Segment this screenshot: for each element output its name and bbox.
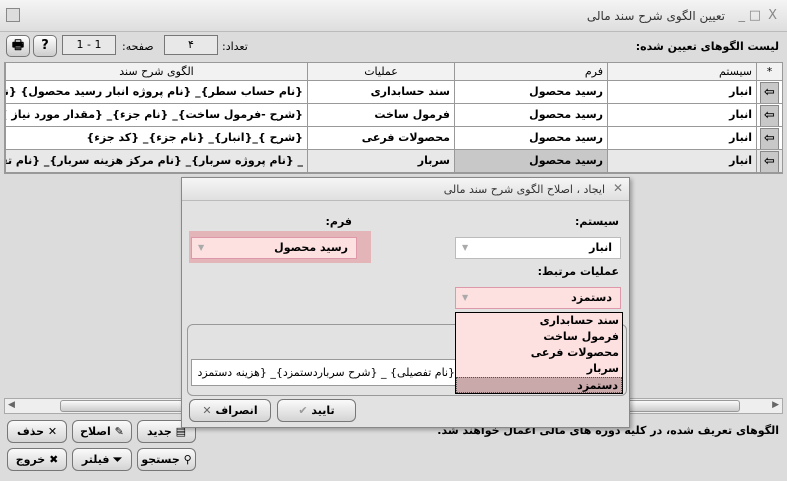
- filter-icon: ⏷: [109, 453, 123, 466]
- count-value: ۴: [164, 35, 218, 55]
- header-marker: *: [756, 63, 782, 80]
- chevron-down-icon: ▼: [198, 243, 205, 252]
- table-row[interactable]: ⇦ انبار رسید محصول سربار _ {نام پروژه سر…: [5, 150, 782, 173]
- header-pattern[interactable]: الگوی شرح سند: [5, 63, 307, 80]
- dropdown-option[interactable]: محصولات فرعی: [530, 346, 619, 359]
- table-row[interactable]: ⇦ انبار رسید محصول فرمول ساخت {شرح -فرمو…: [5, 104, 782, 127]
- window-title: تعیین الگوی شرح سند مالی: [586, 9, 725, 23]
- row-marker[interactable]: ⇦: [756, 150, 782, 172]
- cell-form: رسید محصول: [454, 150, 607, 172]
- close-button[interactable]: X: [768, 8, 777, 23]
- table-row[interactable]: ⇦ انبار رسید محصول سند حسابداری {نام حسا…: [5, 81, 782, 104]
- pattern-group: [187, 324, 627, 396]
- operation-combo[interactable]: دستمزد ▼: [455, 287, 621, 309]
- pattern-input[interactable]: {نام تفصیلی} _ {شرح سرباردستمزد}_ {هزینه…: [191, 359, 459, 386]
- cell-form: رسید محصول: [454, 127, 607, 149]
- cell-pattern: {شرح }_{انبار}_ {نام جزء}_ {کد جزء}: [5, 127, 307, 149]
- form-combo[interactable]: رسید محصول ▼: [191, 237, 357, 259]
- cell-form: رسید محصول: [454, 81, 607, 103]
- operation-label: عملیات مرتبط:: [537, 265, 619, 278]
- cancel-x-icon: ✕: [202, 404, 216, 417]
- search-button[interactable]: ⚲ جستجو: [137, 448, 196, 471]
- exit-icon: ✖: [45, 453, 59, 466]
- binoculars-icon: ⚲: [179, 453, 192, 466]
- cell-operation: فرمول ساخت: [307, 104, 454, 126]
- arrow-left-icon: ⇦: [760, 128, 779, 149]
- ok-button[interactable]: تایید ✔: [277, 399, 356, 422]
- dialog-close-icon[interactable]: ✕: [612, 181, 623, 195]
- chevron-down-icon: ▼: [462, 293, 469, 302]
- new-icon: ▤: [171, 425, 186, 438]
- edit-button[interactable]: ✎ اصلاح: [72, 420, 132, 443]
- list-label: لیست الگوهای تعیین شده:: [635, 40, 779, 53]
- title-bar: تعیین الگوی شرح سند مالی _ □ X: [0, 0, 787, 32]
- form-label: فرم:: [325, 215, 352, 228]
- cell-operation: سربار: [307, 150, 454, 172]
- page-label: صفحه:: [122, 40, 154, 53]
- row-marker[interactable]: ⇦: [756, 81, 782, 103]
- operation-dropdown-list: سند حسابداری فرمول ساخت محصولات فرعی سرب…: [455, 312, 623, 394]
- patterns-table: * سیستم فرم عملیات الگوی شرح سند ⇦ انبار…: [4, 62, 783, 174]
- arrow-left-icon: ⇦: [760, 82, 779, 103]
- cell-operation: محصولات فرعی: [307, 127, 454, 149]
- dialog-title-bar: ایجاد ، اصلاح الگوی شرح سند مالی ✕: [182, 178, 629, 201]
- cell-pattern: {شرح -فرمول ساخت}_ {نام جزء}_ {مقدار مور…: [5, 104, 307, 126]
- count-label: تعداد:: [222, 40, 248, 53]
- filter-button[interactable]: ⏷ فیلتر: [72, 448, 132, 471]
- delete-button[interactable]: ✕ حذف: [7, 420, 67, 443]
- minimize-button[interactable]: _: [738, 8, 746, 23]
- chevron-down-icon: ▼: [462, 243, 469, 252]
- page-value: 1 - 1: [62, 35, 116, 55]
- cell-system: انبار: [607, 81, 756, 103]
- edit-pattern-dialog: ایجاد ، اصلاح الگوی شرح سند مالی ✕ سیستم…: [181, 177, 630, 428]
- cell-system: انبار: [607, 150, 756, 172]
- print-button[interactable]: 🖶: [6, 35, 30, 57]
- system-label: سیستم:: [574, 215, 619, 228]
- maximize-button[interactable]: □: [748, 8, 761, 23]
- dialog-title: ایجاد ، اصلاح الگوی شرح سند مالی: [443, 183, 605, 196]
- cancel-button[interactable]: انصراف ✕: [189, 399, 271, 422]
- delete-icon: ✕: [44, 425, 58, 438]
- cell-form: رسید محصول: [454, 104, 607, 126]
- system-combo[interactable]: انبار ▼: [455, 237, 621, 259]
- arrow-left-icon: ⇦: [760, 151, 779, 172]
- dropdown-option[interactable]: فرمول ساخت: [543, 330, 619, 343]
- edit-icon: ✎: [110, 425, 124, 438]
- scroll-right-icon[interactable]: ▶: [772, 400, 779, 410]
- dropdown-option-selected[interactable]: دستمزد: [456, 377, 622, 393]
- exit-button[interactable]: ✖ خروج: [7, 448, 67, 471]
- cell-operation: سند حسابداری: [307, 81, 454, 103]
- check-icon: ✔: [298, 404, 312, 417]
- cell-system: انبار: [607, 104, 756, 126]
- header-system[interactable]: سیستم: [607, 63, 756, 80]
- cell-pattern: _ {نام پروژه سربار}_ {نام مرکز هزینه سرب…: [5, 150, 307, 172]
- row-marker[interactable]: ⇦: [756, 127, 782, 149]
- cell-system: انبار: [607, 127, 756, 149]
- arrow-left-icon: ⇦: [760, 105, 779, 126]
- scroll-left-icon[interactable]: ◀: [8, 400, 15, 410]
- header-form[interactable]: فرم: [454, 63, 607, 80]
- row-marker[interactable]: ⇦: [756, 104, 782, 126]
- dropdown-option[interactable]: سند حسابداری: [539, 314, 619, 327]
- dropdown-option[interactable]: سربار: [586, 362, 619, 375]
- header-operation[interactable]: عملیات: [307, 63, 454, 80]
- app-icon: [6, 8, 20, 22]
- cell-pattern: {نام حساب سطر}_ {نام پروژه انبار رسید مح…: [5, 81, 307, 103]
- table-row[interactable]: ⇦ انبار رسید محصول محصولات فرعی {شرح }_{…: [5, 127, 782, 150]
- table-header: * سیستم فرم عملیات الگوی شرح سند: [5, 63, 782, 81]
- help-button[interactable]: ?: [33, 35, 57, 57]
